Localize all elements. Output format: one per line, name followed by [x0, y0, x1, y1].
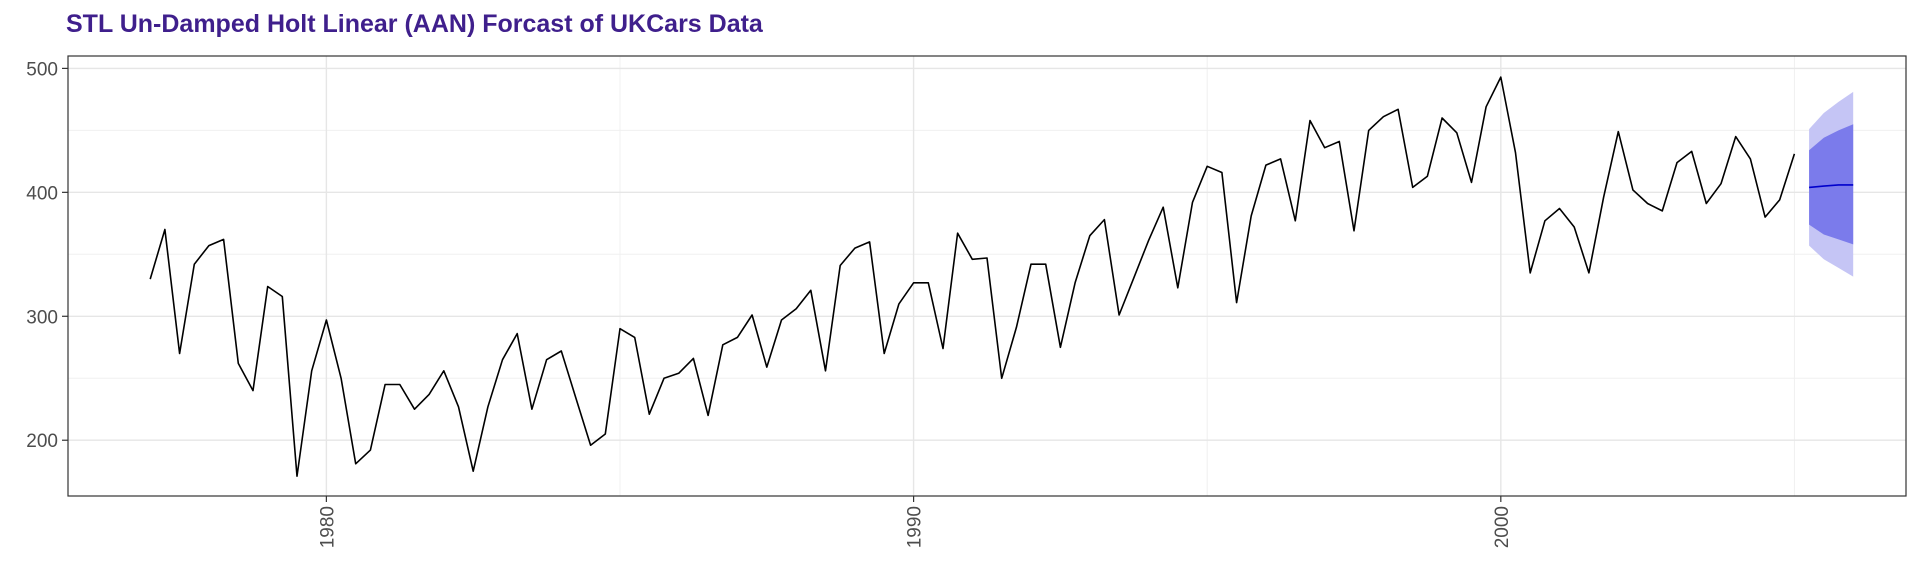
grid-lines	[68, 56, 1906, 496]
y-tick-label: 400	[26, 183, 58, 204]
observed-series-line	[149, 76, 1796, 478]
x-axis: 1980 1990 2000	[317, 496, 1513, 548]
prediction-band-80	[1809, 124, 1854, 245]
x-tick-label: 1990	[905, 506, 926, 548]
y-tick-label: 300	[26, 307, 58, 328]
x-tick-label: 1980	[317, 506, 338, 548]
y-axis: 200 300 400 500	[26, 59, 68, 452]
y-tick-label: 500	[26, 59, 58, 80]
y-tick-label: 200	[26, 431, 58, 452]
plot-panel-border	[67, 55, 1907, 497]
x-tick-label: 2000	[1492, 506, 1513, 548]
chart-title: STL Un-Damped Holt Linear (AAN) Forcast …	[66, 10, 763, 38]
forecast-interval-80	[1809, 124, 1854, 245]
data-series	[149, 76, 1796, 478]
forecast-mean	[1809, 184, 1854, 189]
forecast-mean-line	[1809, 184, 1854, 189]
